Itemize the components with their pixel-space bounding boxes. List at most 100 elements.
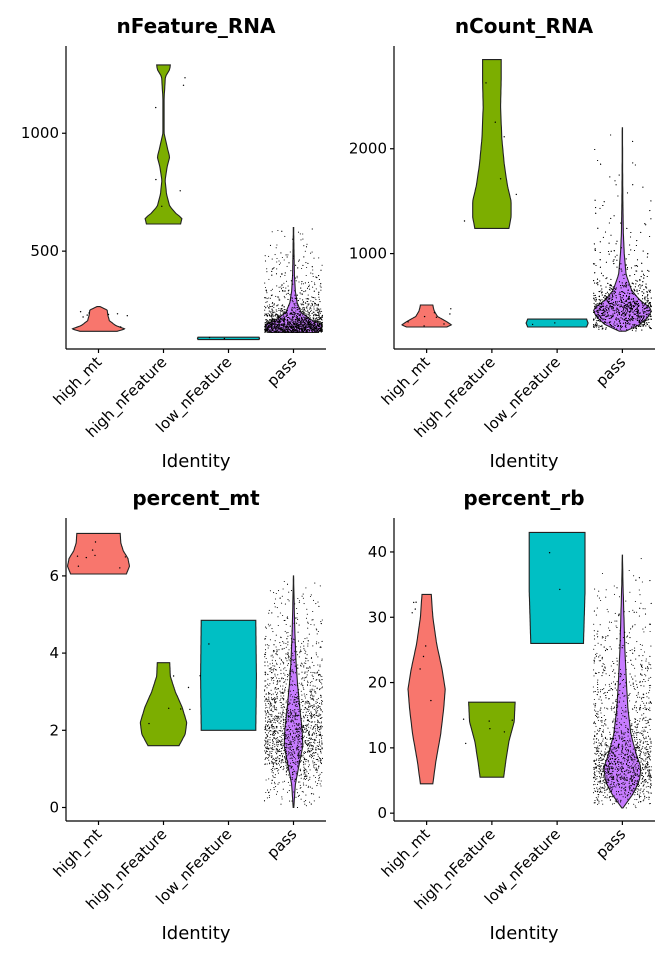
data-point <box>264 309 266 311</box>
data-point <box>643 308 645 310</box>
data-point <box>288 730 290 732</box>
data-point <box>622 307 625 309</box>
data-point <box>316 769 318 771</box>
data-point <box>302 307 304 309</box>
data-point <box>300 750 302 752</box>
data-point <box>598 325 600 327</box>
data-point <box>307 660 309 662</box>
data-point <box>614 324 616 327</box>
data-point <box>282 744 284 746</box>
data-point <box>601 301 604 303</box>
data-point <box>306 608 308 610</box>
data-point <box>641 284 643 286</box>
data-point <box>268 755 270 757</box>
data-point <box>306 613 308 615</box>
data-point <box>289 312 291 314</box>
data-point <box>304 323 306 325</box>
data-point <box>320 722 322 724</box>
data-point <box>319 664 321 666</box>
data-point <box>281 284 283 286</box>
data-point <box>291 326 293 328</box>
data-point <box>315 652 317 654</box>
data-point <box>267 328 269 330</box>
data-point <box>630 285 632 288</box>
data-point <box>320 745 322 747</box>
data-point <box>292 320 294 322</box>
data-point <box>317 745 320 748</box>
data-point <box>285 683 287 685</box>
data-point <box>621 326 623 328</box>
data-point <box>296 316 298 318</box>
data-point <box>620 263 622 265</box>
data-point <box>283 311 285 313</box>
data-point <box>283 642 285 644</box>
data-point <box>315 318 317 320</box>
data-point <box>310 671 312 673</box>
data-point <box>279 321 281 323</box>
data-point <box>610 250 612 252</box>
data-point <box>605 293 607 295</box>
data-point <box>630 309 632 311</box>
data-point <box>296 327 298 329</box>
data-point <box>309 595 312 598</box>
data-point <box>279 760 281 762</box>
data-point <box>307 772 310 775</box>
data-point <box>265 752 267 754</box>
data-point <box>625 294 628 297</box>
data-point <box>279 324 281 326</box>
data-point <box>297 762 299 764</box>
data-point <box>296 331 298 333</box>
data-point <box>312 296 314 299</box>
data-point <box>321 734 323 737</box>
data-point <box>283 706 285 708</box>
data-point <box>601 292 603 294</box>
data-point <box>276 717 278 719</box>
data-point <box>598 314 600 317</box>
data-point <box>272 327 274 330</box>
data-point <box>596 278 599 280</box>
data-point <box>309 321 311 323</box>
data-point <box>314 761 316 763</box>
data-point <box>595 324 597 327</box>
data-point <box>272 768 274 770</box>
data-point <box>265 729 267 731</box>
data-point <box>278 316 280 318</box>
data-point <box>267 757 269 759</box>
data-point <box>650 218 652 220</box>
data-point <box>613 310 615 312</box>
data-point <box>312 331 314 333</box>
data-point <box>650 328 652 330</box>
data-point <box>621 310 623 313</box>
data-point <box>619 311 621 313</box>
data-point <box>310 725 312 727</box>
data-point <box>634 286 636 288</box>
data-point <box>636 290 638 292</box>
data-point <box>265 746 267 748</box>
data-point <box>594 272 596 274</box>
data-point <box>299 325 301 327</box>
data-point <box>646 291 648 293</box>
data-point <box>609 324 612 326</box>
data-point <box>307 262 309 264</box>
data-point <box>611 294 614 296</box>
data-point <box>267 699 269 701</box>
data-point <box>610 217 612 219</box>
data-point <box>319 708 321 710</box>
data-point <box>620 324 622 327</box>
data-point <box>288 323 290 325</box>
data-point <box>639 279 641 281</box>
data-point <box>612 313 614 315</box>
data-point <box>606 299 608 301</box>
data-point <box>631 318 633 320</box>
data-point <box>267 739 269 741</box>
data-point <box>271 311 273 313</box>
data-point <box>269 739 271 741</box>
data-point <box>265 627 267 629</box>
data-point <box>624 292 626 294</box>
data-point <box>266 706 268 708</box>
data-point <box>593 299 595 301</box>
data-point <box>621 282 623 284</box>
data-point <box>301 328 303 330</box>
data-point <box>320 721 323 723</box>
data-point <box>317 314 319 317</box>
